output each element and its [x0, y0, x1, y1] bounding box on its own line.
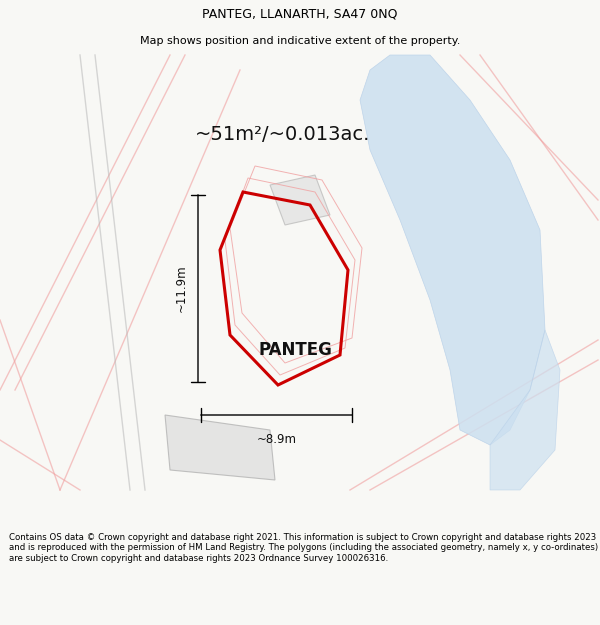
Text: ~51m²/~0.013ac.: ~51m²/~0.013ac. — [195, 126, 370, 144]
Polygon shape — [270, 175, 330, 225]
Polygon shape — [490, 330, 560, 490]
Polygon shape — [165, 415, 275, 480]
Text: PANTEG: PANTEG — [258, 341, 332, 359]
Text: ~11.9m: ~11.9m — [175, 265, 188, 312]
Polygon shape — [360, 55, 545, 445]
Text: PANTEG, LLANARTH, SA47 0NQ: PANTEG, LLANARTH, SA47 0NQ — [202, 8, 398, 21]
Text: Map shows position and indicative extent of the property.: Map shows position and indicative extent… — [140, 36, 460, 46]
Text: Contains OS data © Crown copyright and database right 2021. This information is : Contains OS data © Crown copyright and d… — [9, 533, 598, 562]
Text: ~8.9m: ~8.9m — [257, 433, 296, 446]
